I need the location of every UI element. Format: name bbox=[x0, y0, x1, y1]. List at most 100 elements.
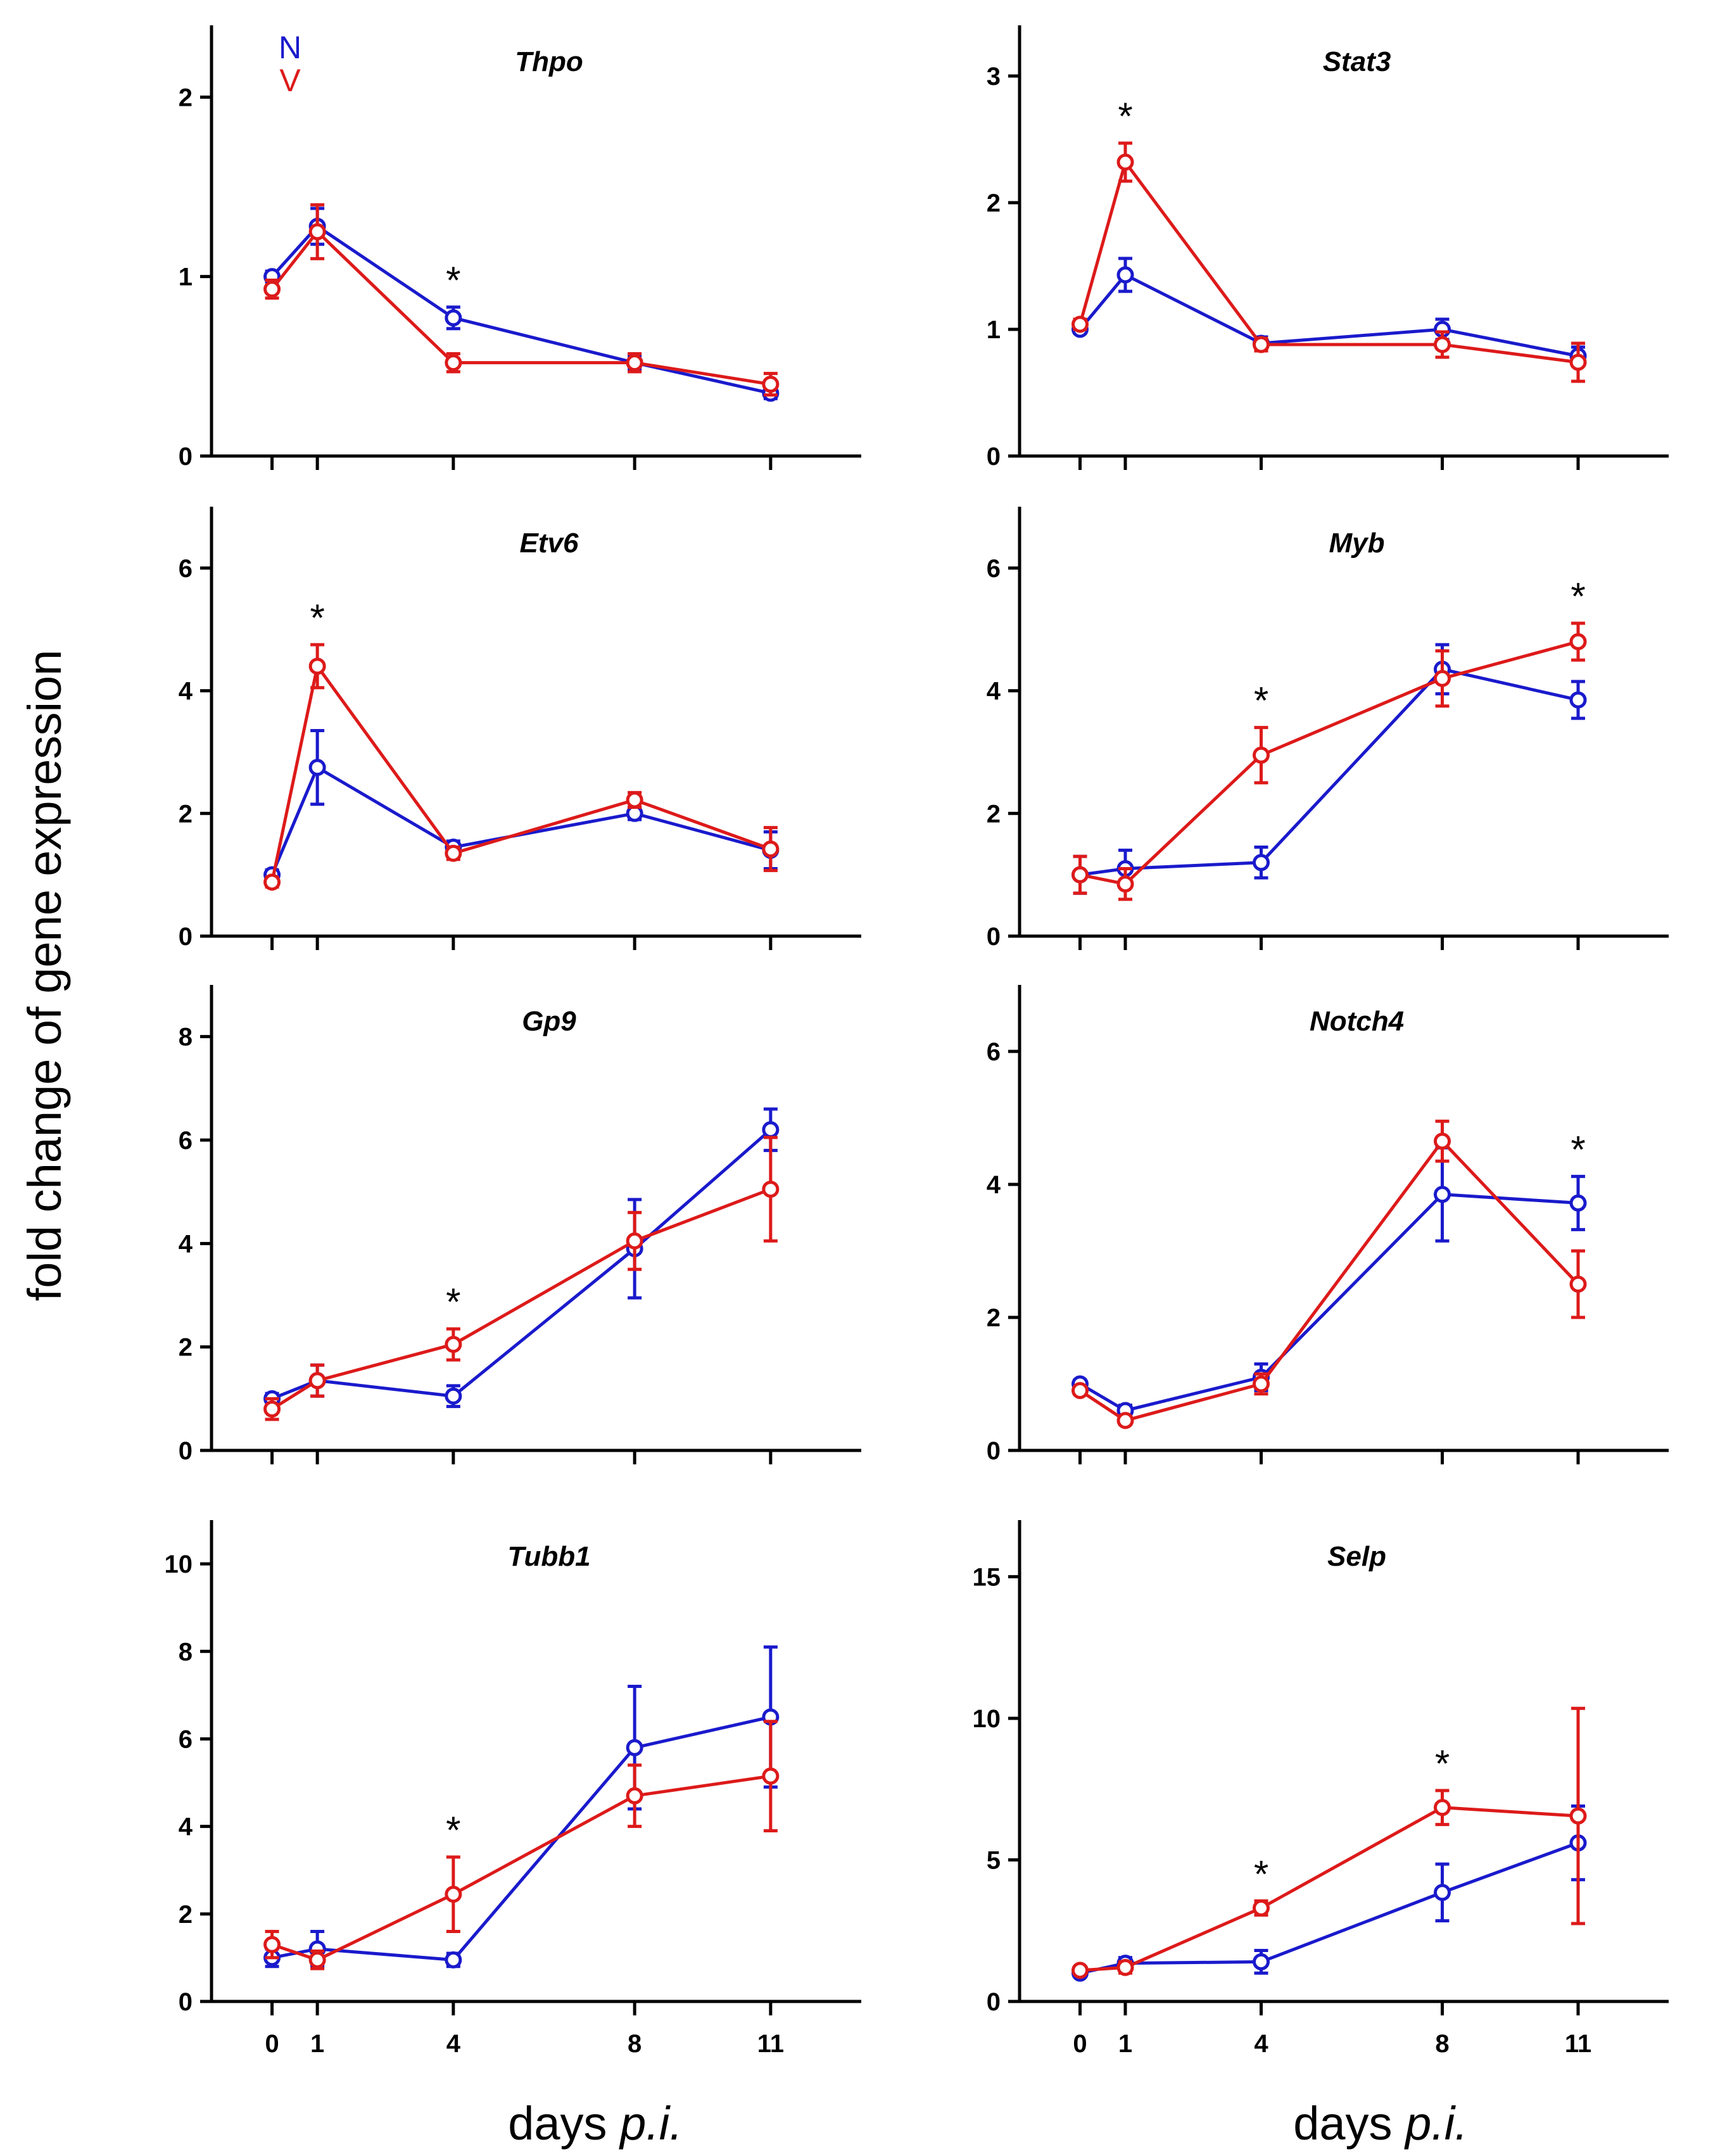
data-point bbox=[1253, 746, 1270, 764]
y-tick-label: 4 bbox=[179, 1230, 193, 1258]
series-line bbox=[1079, 1139, 1579, 1423]
x-tick-label: 8 bbox=[628, 2030, 642, 2058]
data-point bbox=[308, 1372, 326, 1390]
data-point bbox=[762, 1121, 780, 1139]
data-point bbox=[1434, 336, 1451, 353]
series-N bbox=[263, 729, 780, 884]
y-tick-label: 2 bbox=[179, 800, 193, 828]
y-tick-label: 15 bbox=[973, 1563, 1001, 1591]
y-tick-label: 1 bbox=[179, 263, 193, 291]
series-line bbox=[271, 1188, 771, 1411]
x-tick-label: 4 bbox=[1254, 2030, 1268, 2058]
data-point bbox=[445, 1336, 462, 1354]
panels: 0 1 2 Thpo * 0 1 2 3 Stat3 * 0 2 4 6 Etv6 * 0 2 4 6 Myb * * 0 2 4 6… bbox=[165, 25, 1669, 2058]
data-point bbox=[1253, 336, 1270, 353]
data-point bbox=[1434, 1186, 1451, 1203]
series-V bbox=[1071, 621, 1587, 901]
data-point bbox=[1071, 866, 1089, 884]
x-tick-label: 1 bbox=[310, 2030, 324, 2058]
data-point bbox=[1569, 353, 1587, 371]
series-line bbox=[1079, 1193, 1579, 1412]
data-point bbox=[1116, 1958, 1134, 1976]
significance-star: * bbox=[1118, 95, 1132, 137]
y-tick-label: 2 bbox=[179, 1334, 193, 1362]
series-line bbox=[271, 1128, 772, 1400]
data-point bbox=[263, 281, 281, 298]
data-point bbox=[1569, 1276, 1587, 1293]
significance-star: * bbox=[446, 1809, 460, 1851]
x-axis-label-text: days bbox=[508, 2097, 607, 2150]
legend: NV bbox=[279, 30, 301, 98]
y-tick-label: 6 bbox=[179, 555, 193, 583]
series-line bbox=[1080, 640, 1579, 886]
data-point bbox=[1434, 1132, 1451, 1150]
significance-star: * bbox=[1435, 1742, 1450, 1785]
y-tick-label: 4 bbox=[987, 678, 1001, 706]
series-line bbox=[270, 664, 771, 883]
data-point bbox=[445, 844, 462, 862]
y-tick-label: 0 bbox=[987, 1437, 1001, 1465]
x-axis-label-right: days p.i. bbox=[1293, 2097, 1468, 2150]
x-axis-label-italic: p.i. bbox=[619, 2097, 683, 2150]
data-point bbox=[445, 1951, 462, 1969]
y-tick-label: 2 bbox=[987, 189, 1001, 217]
y-tick-label: 10 bbox=[165, 1550, 193, 1578]
series-V bbox=[1071, 1706, 1587, 1979]
y-tick-label: 2 bbox=[987, 1304, 1001, 1332]
panel-etv6: 0 2 4 6 Etv6 * bbox=[179, 507, 861, 951]
significance-star: * bbox=[1571, 1128, 1585, 1170]
y-tick-label: 6 bbox=[179, 1127, 193, 1155]
data-point bbox=[762, 1767, 780, 1785]
data-point bbox=[626, 1232, 643, 1250]
y-tick-label: 0 bbox=[987, 443, 1001, 471]
panel-title: Gp9 bbox=[522, 1006, 576, 1037]
data-point bbox=[445, 1387, 462, 1405]
panel-gp9: 0 2 4 6 8 Gp9 * bbox=[179, 985, 861, 1465]
y-tick-label: 4 bbox=[987, 1171, 1001, 1199]
data-point bbox=[445, 1886, 462, 1903]
data-point bbox=[1253, 1375, 1270, 1393]
significance-star: * bbox=[1571, 575, 1585, 618]
y-tick-label: 2 bbox=[987, 800, 1001, 828]
series-N bbox=[1071, 643, 1587, 895]
y-tick-label: 1 bbox=[987, 316, 1001, 344]
data-point bbox=[1434, 1799, 1451, 1817]
data-point bbox=[1434, 1884, 1451, 1901]
y-tick-label: 10 bbox=[973, 1705, 1001, 1733]
data-point bbox=[762, 840, 780, 858]
significance-star: * bbox=[310, 597, 324, 639]
data-point bbox=[1071, 1382, 1089, 1399]
x-tick-label: 1 bbox=[1118, 2030, 1132, 2058]
panel-stat3: 0 1 2 3 Stat3 * bbox=[987, 25, 1669, 471]
data-point bbox=[626, 1787, 643, 1804]
data-point bbox=[762, 1181, 780, 1198]
significance-star: * bbox=[1254, 1853, 1268, 1895]
panel-notch4: 0 2 4 6 Notch4 * bbox=[987, 985, 1669, 1465]
data-point bbox=[263, 873, 281, 891]
series-V bbox=[1071, 141, 1587, 383]
series-line bbox=[270, 230, 771, 386]
series-line bbox=[272, 1715, 771, 1962]
x-tick-label: 0 bbox=[265, 2030, 279, 2058]
y-tick-label: 4 bbox=[179, 678, 193, 706]
series-N bbox=[1071, 257, 1587, 367]
x-tick-label: 0 bbox=[1073, 2030, 1087, 2058]
series-V bbox=[263, 1136, 780, 1421]
y-tick-label: 0 bbox=[987, 923, 1001, 951]
data-point bbox=[308, 759, 326, 777]
x-axis-label-text: days bbox=[1293, 2097, 1392, 2150]
panel-title: Stat3 bbox=[1323, 46, 1391, 77]
series-N bbox=[263, 1645, 780, 1969]
y-tick-label: 4 bbox=[179, 1813, 193, 1841]
significance-star: * bbox=[446, 259, 460, 301]
y-tick-label: 8 bbox=[179, 1024, 193, 1051]
y-tick-label: 3 bbox=[987, 63, 1001, 91]
data-point bbox=[1253, 1953, 1270, 1970]
panel-myb: 0 2 4 6 Myb * * bbox=[987, 507, 1669, 951]
x-axis-label-italic: p.i. bbox=[1404, 2097, 1468, 2150]
data-point bbox=[1253, 1899, 1270, 1917]
data-point bbox=[1071, 1962, 1089, 1979]
data-point bbox=[626, 1739, 643, 1756]
panel-title: Thpo bbox=[515, 46, 583, 77]
